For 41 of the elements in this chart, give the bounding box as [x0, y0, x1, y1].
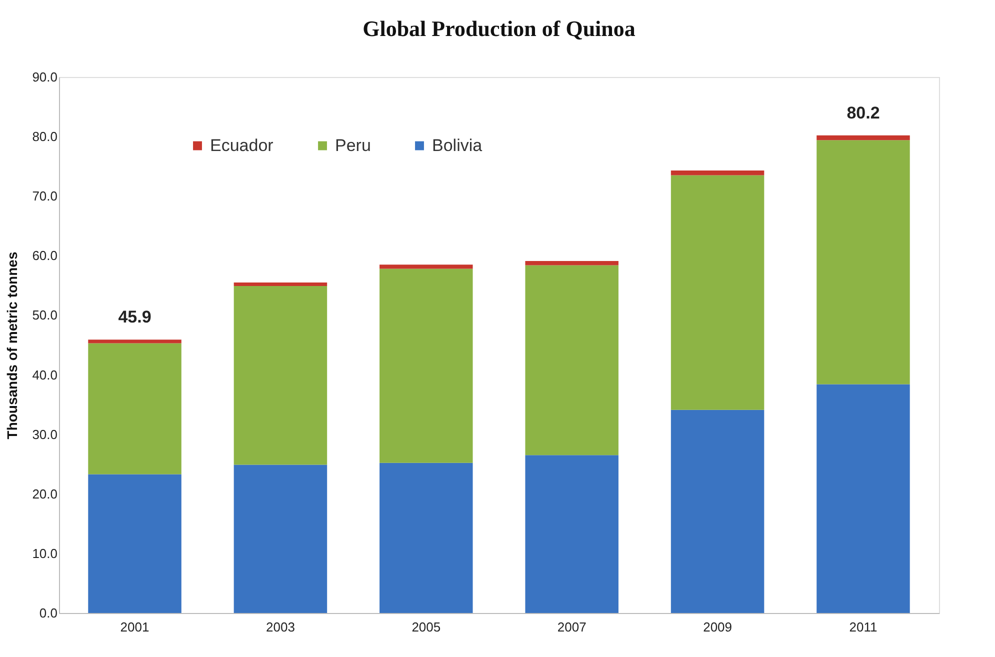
y-tick-label: 20.0 [32, 486, 58, 502]
bar [380, 264, 473, 269]
bar [234, 282, 328, 286]
x-tick-label: 2007 [557, 620, 586, 634]
x-tick-label: 2005 [412, 620, 441, 634]
bar [88, 474, 182, 613]
x-tick-label: 2003 [266, 620, 295, 634]
bar [88, 343, 182, 474]
total-label: 45.9 [118, 308, 152, 327]
bar [380, 268, 473, 463]
chart-title: Global Production of Quinoa [362, 16, 636, 41]
y-tick-label: 50.0 [32, 308, 58, 323]
x-tick-label: 2011 [849, 620, 878, 634]
bar [88, 340, 182, 344]
bar [234, 286, 328, 465]
bar [525, 455, 618, 613]
bar [525, 261, 618, 266]
y-tick-label: 60.0 [32, 248, 58, 264]
bar [525, 265, 618, 456]
legend-label: Bolivia [432, 136, 483, 155]
x-tick-label: 2009 [703, 620, 732, 634]
y-tick-label: 70.0 [32, 188, 58, 204]
y-tick-label: 10.0 [32, 546, 58, 561]
bar [670, 170, 764, 176]
x-tick-label: 2001 [120, 620, 150, 634]
y-tick-label: 30.0 [32, 426, 58, 442]
bar [670, 175, 764, 410]
bar [670, 410, 764, 613]
legend-label: Ecuador [210, 136, 274, 155]
y-tick-label: 90.0 [32, 70, 58, 84]
y-tick-label: 80.0 [32, 129, 58, 144]
bar [816, 384, 910, 613]
y-tick-label: 40.0 [32, 367, 58, 382]
y-tick-label: 0.0 [39, 606, 58, 620]
legend-label: Peru [335, 136, 371, 155]
bar [380, 462, 473, 613]
y-axis-title: Thousands of metric tonnes [4, 252, 20, 440]
bar [816, 140, 910, 384]
bar [816, 135, 910, 140]
bar [234, 464, 328, 613]
total-label: 80.2 [846, 103, 880, 122]
